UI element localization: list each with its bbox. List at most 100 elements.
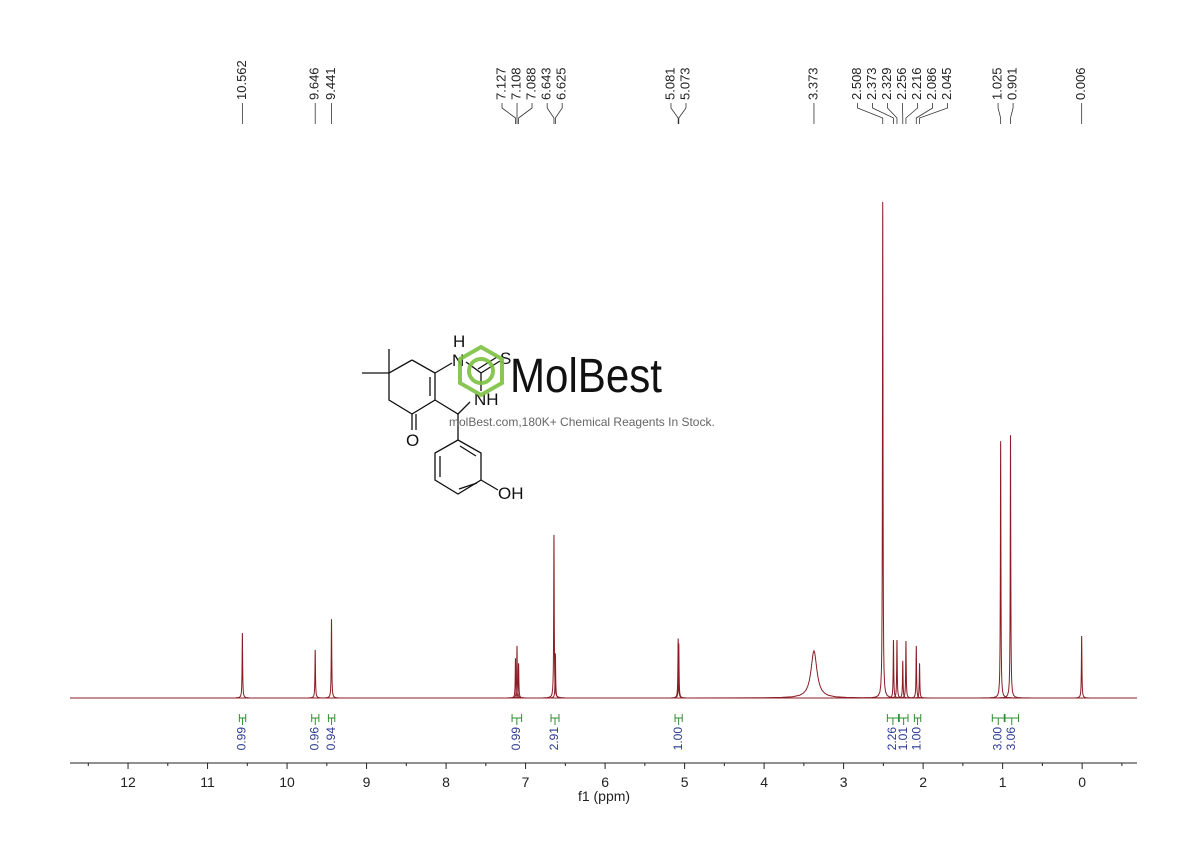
integral-label: 0.94 (324, 727, 338, 751)
peak (659, 638, 698, 699)
integral-bracket (238, 714, 247, 725)
peak-label: 2.216 (909, 67, 924, 100)
peak (536, 653, 575, 699)
peak-label-leader (1010, 103, 1014, 124)
peak-label: 2.373 (864, 67, 879, 100)
structure (362, 349, 501, 495)
integral-bracket (311, 714, 320, 725)
peak-label-leader (919, 103, 948, 124)
integral-label: 1.00 (910, 727, 924, 751)
integral-label: 0.99 (235, 727, 249, 751)
peak-label: 3.373 (805, 67, 820, 100)
x-tick-label: 12 (120, 774, 136, 790)
peak (981, 441, 1020, 699)
x-tick-label: 8 (442, 774, 450, 790)
watermark-name: MolBest (510, 350, 662, 403)
integral-label: 0.99 (509, 727, 523, 751)
x-tick-label: 5 (681, 774, 689, 790)
integral-bracket (674, 714, 683, 725)
peak (659, 643, 698, 699)
double-bond (458, 482, 478, 490)
peak-label-leader (554, 103, 563, 124)
peak (312, 619, 351, 699)
watermark-logo (458, 344, 504, 398)
peak-label-leader (905, 103, 918, 124)
integral-bracket (550, 714, 560, 725)
integral-label: 3.00 (990, 727, 1004, 751)
peak-label: 2.256 (894, 67, 909, 100)
integral-label: 3.06 (1004, 727, 1018, 751)
peak-label: 7.088 (523, 67, 538, 100)
peak (499, 663, 538, 699)
atom-label: O (406, 431, 419, 450)
bond (434, 399, 471, 415)
integral-label: 1.01 (896, 727, 910, 751)
peak-label: 2.329 (879, 67, 894, 100)
ring (388, 359, 436, 415)
x-tick-label: 2 (919, 774, 927, 790)
peak (886, 640, 926, 699)
integral-bracket (327, 714, 336, 725)
peak-label-leader (857, 103, 884, 124)
peak (991, 435, 1030, 699)
peak-label-leader (546, 103, 555, 124)
peak (900, 663, 939, 699)
x-tick-label: 10 (279, 774, 295, 790)
peak-label: 0.006 (1073, 67, 1088, 100)
bond (480, 479, 499, 491)
peak (1062, 635, 1101, 699)
peak-label: 6.625 (554, 67, 569, 100)
peak-label-leader (997, 103, 1002, 124)
peak-label: 10.562 (234, 60, 249, 100)
peak-label: 6.643 (539, 67, 554, 100)
peak-label: 1.025 (990, 67, 1005, 100)
peak (877, 639, 917, 699)
peak-label-leader (518, 103, 533, 124)
peak-label: 7.127 (493, 67, 508, 100)
peak-label: 9.646 (307, 67, 322, 100)
x-tick-label: 6 (601, 774, 609, 790)
integral-bracket (511, 714, 523, 725)
peak-label-leader (872, 103, 894, 124)
integral-bracket (913, 714, 922, 725)
peak (497, 645, 537, 699)
integral-label: 0.96 (307, 727, 321, 751)
peak (223, 633, 262, 699)
integral-bracket (1004, 714, 1020, 725)
peak (863, 201, 902, 699)
peak-label: 5.081 (662, 67, 677, 100)
x-tick-label: 3 (840, 774, 848, 790)
peak-label: 2.508 (849, 67, 864, 100)
x-tick-label: 9 (363, 774, 371, 790)
peak-label: 2.045 (939, 67, 954, 100)
peak-label: 2.086 (924, 67, 939, 100)
peak-label: 9.441 (323, 67, 338, 100)
x-tick-label: 7 (522, 774, 530, 790)
peak-label-leader (501, 103, 516, 124)
peak-label: 5.073 (677, 67, 692, 100)
integral-label: 1.00 (671, 727, 685, 751)
atom-label: S (500, 349, 511, 368)
integral-bracket (991, 714, 1005, 725)
x-tick-label: 1 (999, 774, 1007, 790)
peak (496, 658, 535, 699)
peak-label-leader (887, 103, 898, 124)
peak (599, 649, 1029, 699)
double-bond (459, 445, 477, 457)
peak-label-leader (678, 103, 687, 124)
peak-label: 7.108 (508, 67, 523, 100)
x-tick-label: 0 (1078, 774, 1086, 790)
x-tick-label: 4 (760, 774, 768, 790)
integral-label: 2.91 (547, 727, 561, 751)
atom-label: OH (498, 484, 524, 503)
bond (434, 362, 453, 374)
peak (296, 649, 335, 699)
atom-label: H (453, 332, 465, 351)
integral-bracket (886, 714, 899, 725)
watermark-tagline: molBest.com,180K+ Chemical Reagents In S… (449, 415, 715, 429)
peak-label-leader (915, 103, 933, 124)
integral-bracket (898, 714, 909, 725)
peak-label-leader (670, 103, 679, 124)
integral-label: 2.26 (885, 727, 899, 751)
